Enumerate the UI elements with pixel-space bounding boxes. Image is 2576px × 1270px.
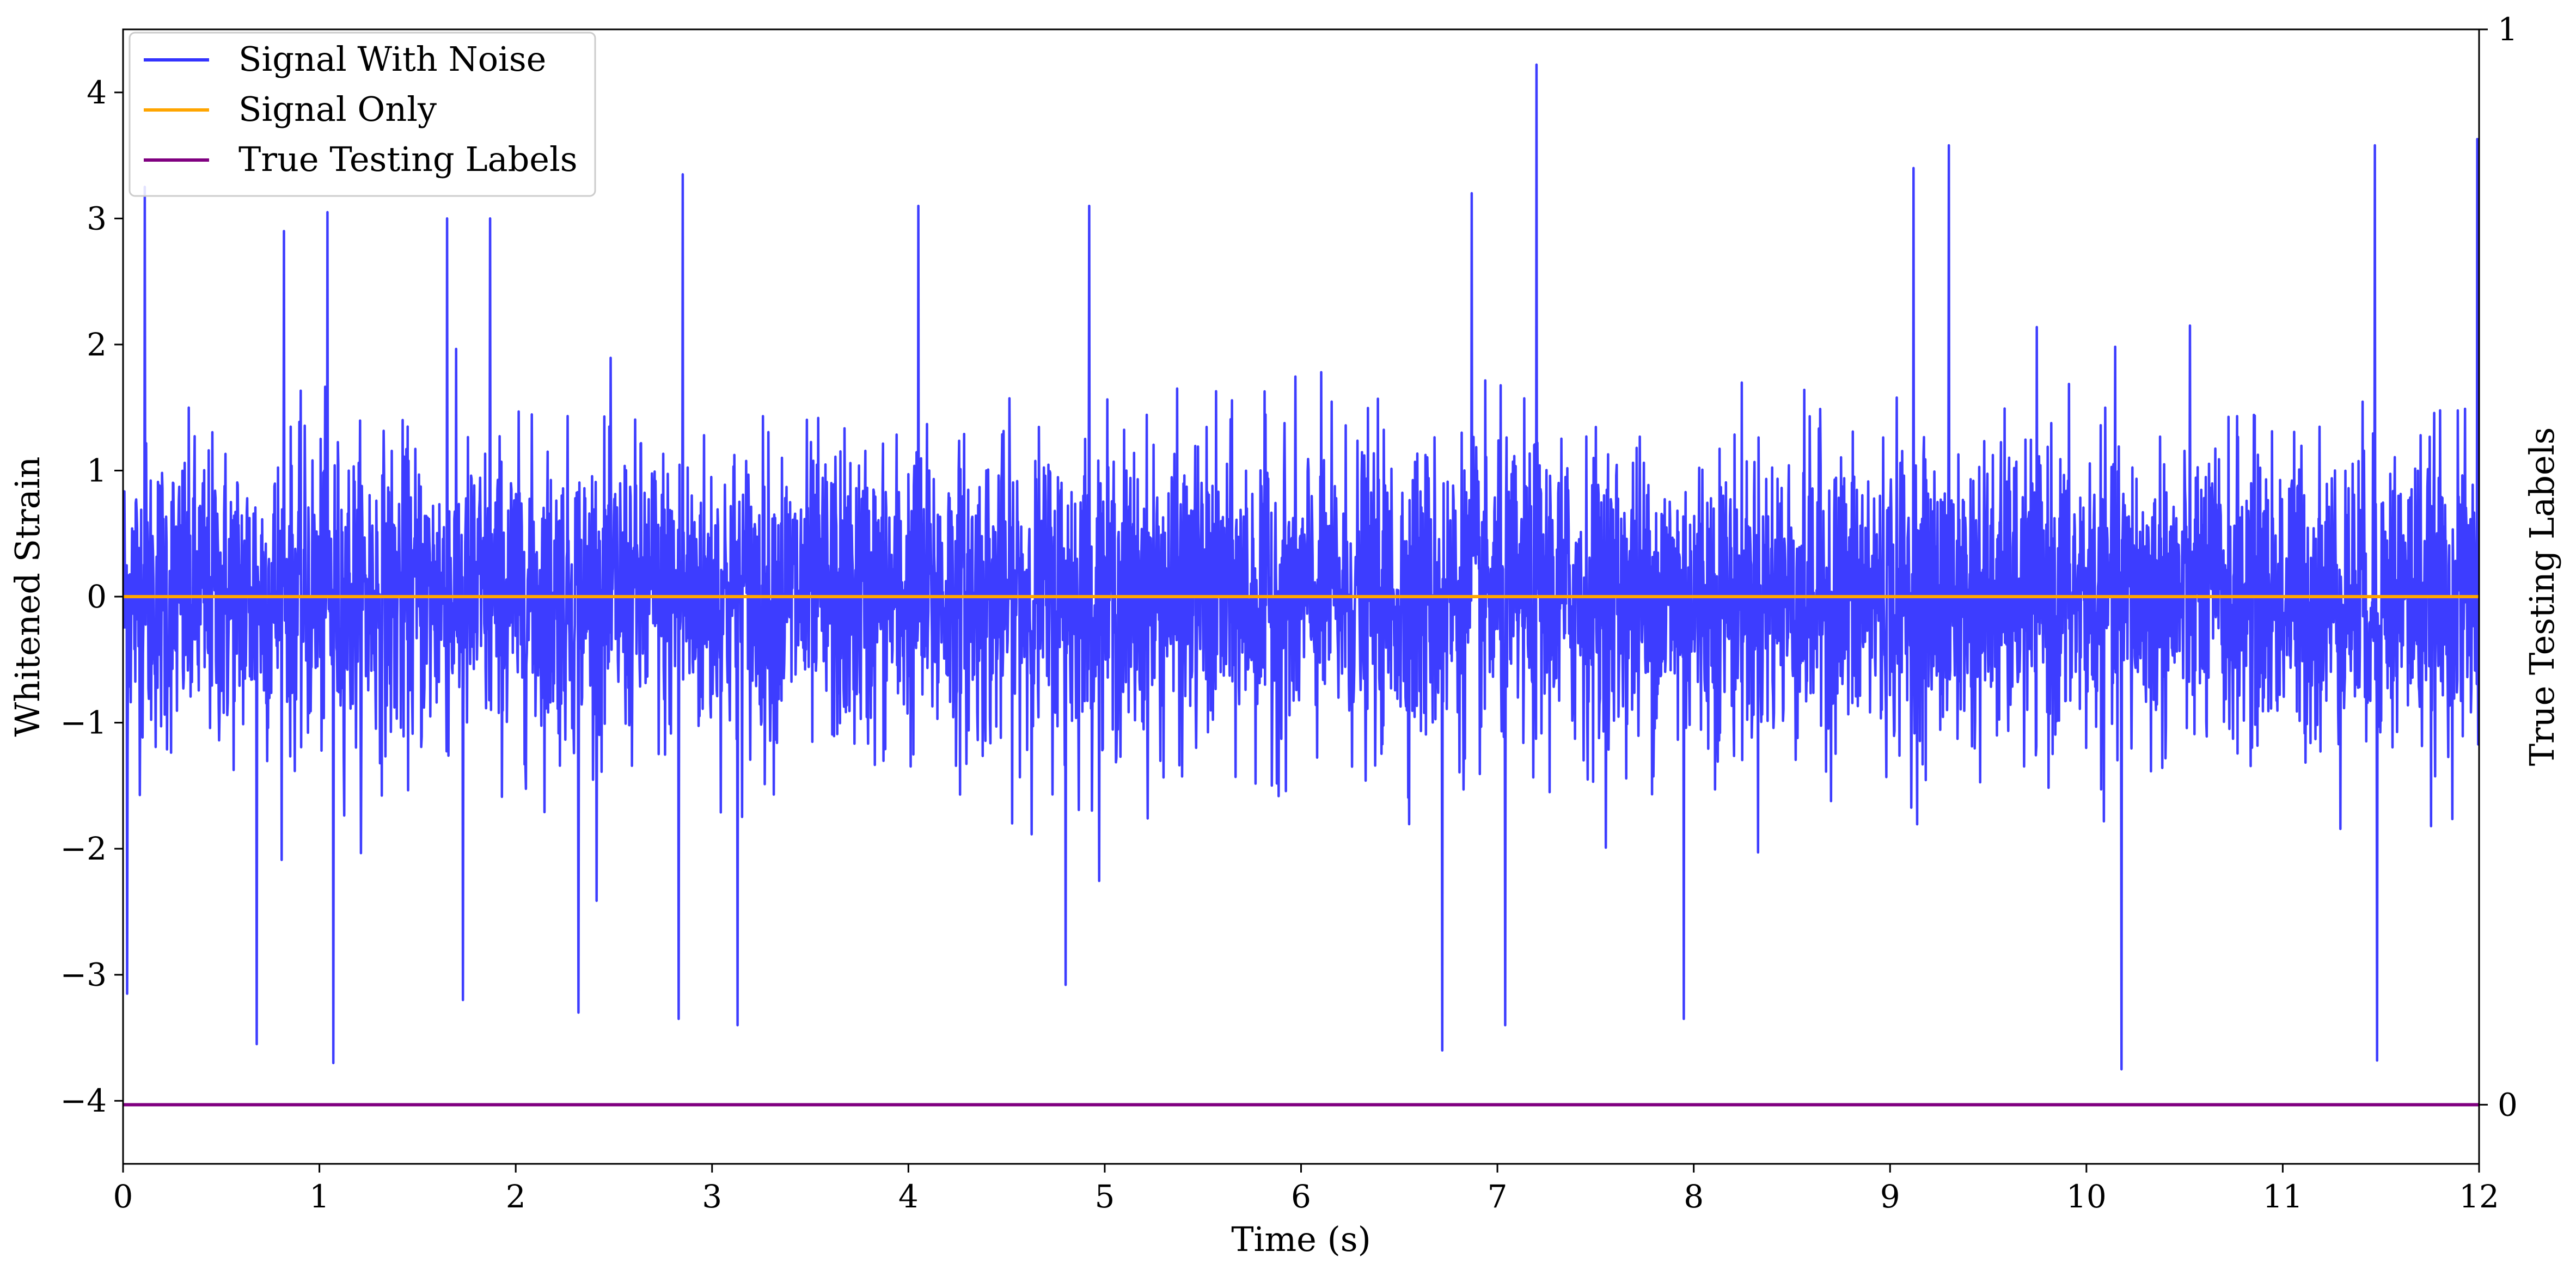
y-tick-label: −3 <box>60 956 107 993</box>
x-tick-label: 6 <box>1291 1178 1311 1215</box>
y-axis-ticks: −4 −3 −2 −1 0 1 2 3 4 <box>60 74 123 1119</box>
x-tick-label: 4 <box>898 1178 919 1215</box>
x-tick-label: 0 <box>113 1178 133 1215</box>
y-axis-label: Whitened Strain <box>8 457 47 737</box>
y-tick-label: 2 <box>87 326 107 363</box>
x-tick-label: 8 <box>1684 1178 1704 1215</box>
legend-box <box>129 32 596 197</box>
plot-area <box>123 63 2479 1107</box>
x-tick-label: 5 <box>1094 1178 1115 1215</box>
series-lines <box>123 595 2479 1107</box>
x-tick-label: 10 <box>2066 1178 2107 1215</box>
x-tick-label: 9 <box>1880 1178 1900 1215</box>
x-axis-ticks: 0 1 2 3 4 5 6 7 8 9 10 11 12 <box>113 1164 2499 1215</box>
legend-label-signal-with-noise: Signal With Noise <box>238 39 546 79</box>
y2-axis-ticks: 01 <box>2479 11 2518 1123</box>
y-tick-label: −1 <box>60 704 107 741</box>
x-axis-label: Time (s) <box>1231 1219 1371 1259</box>
y2-tick-label: 1 <box>2498 11 2518 48</box>
x-tick-label: 11 <box>2263 1178 2303 1215</box>
x-tick-label: 3 <box>702 1178 722 1215</box>
series-line-signal-with-noise <box>123 63 2479 1071</box>
legend-label-true-testing-labels: True Testing Labels <box>238 139 578 179</box>
y-tick-label: 0 <box>87 578 107 615</box>
y2-axis-label: True Testing Labels <box>2522 427 2562 766</box>
x-tick-label: 7 <box>1488 1178 1508 1215</box>
x-tick-label: 2 <box>506 1178 526 1215</box>
x-tick-label: 1 <box>309 1178 329 1215</box>
y-tick-label: −2 <box>60 830 107 867</box>
y-tick-label: −4 <box>60 1082 107 1119</box>
series-signal-with-noise <box>123 63 2479 1071</box>
x-tick-label: 12 <box>2459 1178 2499 1215</box>
y-tick-label: 1 <box>87 452 107 489</box>
y2-tick-label: 0 <box>2498 1086 2518 1123</box>
y-tick-label: 3 <box>87 200 107 237</box>
y-tick-label: 4 <box>87 74 107 111</box>
legend: Signal With Noise Signal Only True Testing… <box>129 32 596 197</box>
legend-label-signal-only: Signal Only <box>238 89 437 129</box>
